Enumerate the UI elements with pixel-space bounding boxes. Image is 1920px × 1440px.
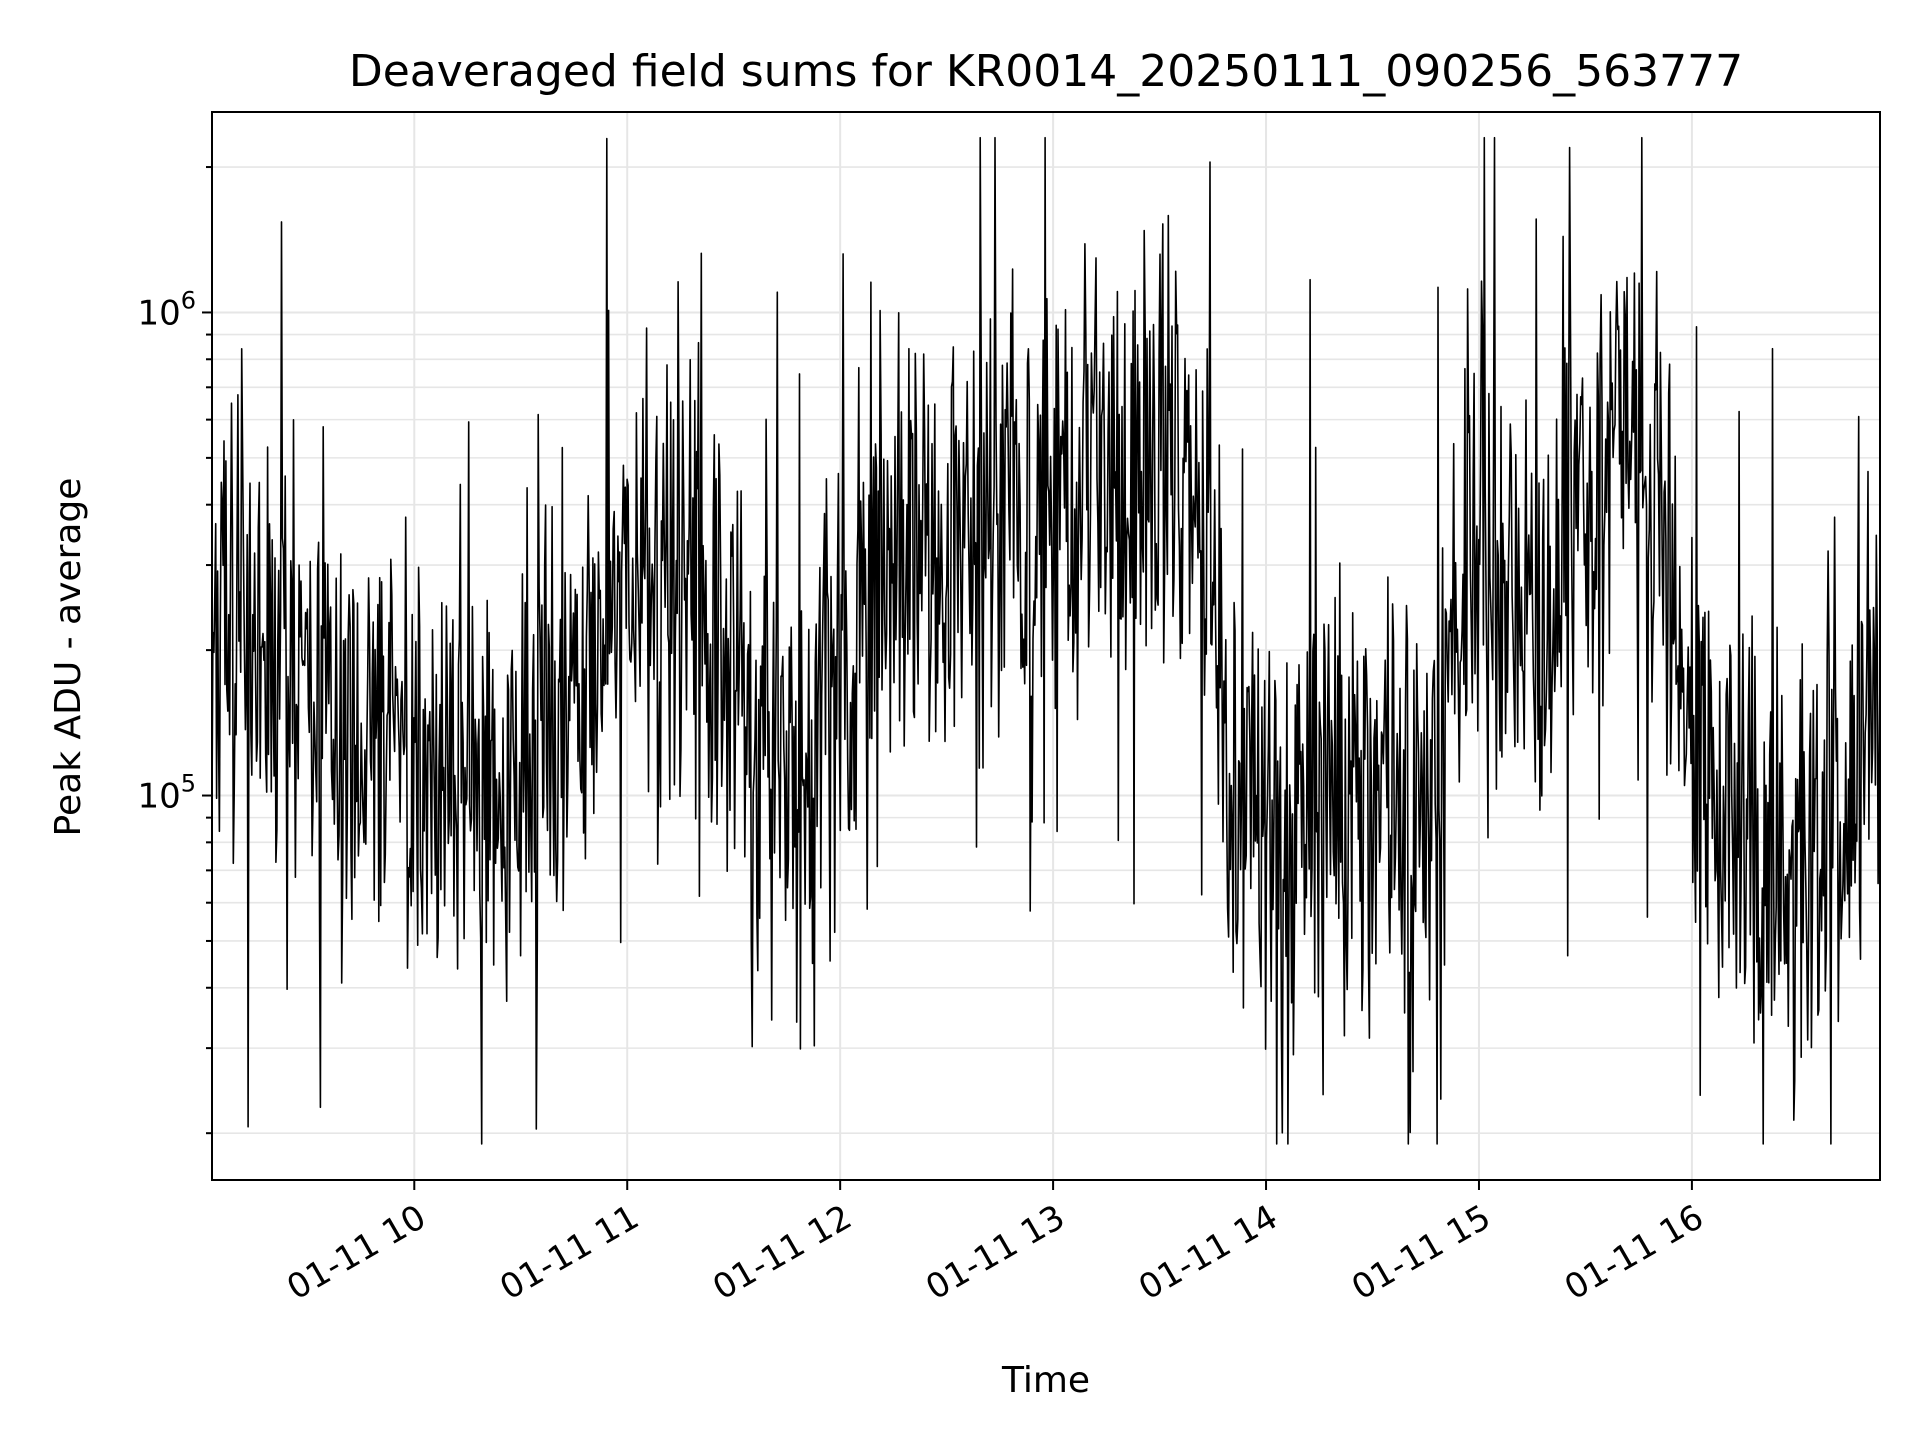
- series-layer: [211, 136, 1881, 1145]
- x-axis-label: Time: [1001, 1360, 1090, 1401]
- y-axis-label: Peak ADU - average: [48, 478, 89, 837]
- plot-frame: [211, 111, 1881, 1181]
- y-tick-label: 105: [137, 770, 196, 817]
- series-line: [211, 136, 1881, 1145]
- y-tick-label: 106: [137, 286, 196, 333]
- chart-title: Deaveraged field sums for KR0014_2025011…: [349, 46, 1743, 97]
